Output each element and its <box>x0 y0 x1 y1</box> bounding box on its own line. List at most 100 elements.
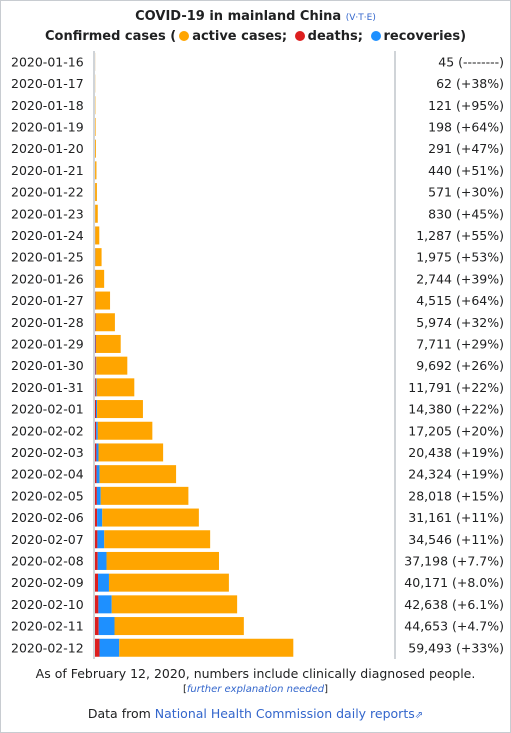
source-prefix: Data from <box>87 706 151 721</box>
deaths-bar <box>95 573 99 592</box>
recoveries-bar <box>99 638 120 657</box>
subtitle-prefix: Confirmed cases ( <box>44 29 177 44</box>
value-label: 198 (+64%) <box>428 119 504 134</box>
deaths-bar <box>95 595 99 614</box>
active-bar <box>108 573 229 592</box>
active-legend-dot <box>179 31 190 41</box>
active-bar <box>98 443 164 462</box>
date-label: 2020-02-02 <box>11 423 84 438</box>
date-label: 2020-01-18 <box>11 98 84 113</box>
value-label: 291 (+47%) <box>428 141 504 156</box>
value-label: 14,380 (+22%) <box>408 402 504 417</box>
date-label: 2020-01-23 <box>11 206 84 221</box>
date-label: 2020-01-17 <box>11 76 84 91</box>
active-bar <box>95 117 96 136</box>
active-bar <box>95 204 98 223</box>
recoveries-bar <box>96 443 99 462</box>
recoveries-bar <box>96 421 98 440</box>
nhc-link[interactable]: National Health Commission <box>154 706 333 721</box>
date-label: 2020-02-11 <box>11 619 84 634</box>
value-label: 40,171 (+8.0%) <box>404 575 504 590</box>
date-label: 2020-02-01 <box>11 402 84 417</box>
date-label: 2020-02-08 <box>11 553 84 568</box>
deaths-bar <box>95 530 98 549</box>
external-link-icon: ⇗ <box>414 710 424 721</box>
active-bar <box>104 530 211 549</box>
active-bar <box>106 551 219 570</box>
date-label: 2020-01-31 <box>11 380 84 395</box>
active-bar <box>97 421 153 440</box>
edit-link[interactable]: E <box>366 13 373 23</box>
value-label: 44,653 (+4.7%) <box>404 619 504 634</box>
value-label: 20,438 (+19%) <box>408 445 504 460</box>
deaths-bar <box>95 508 98 527</box>
value-label: 440 (+51%) <box>428 163 504 178</box>
value-label: 34,546 (+11%) <box>408 532 504 547</box>
active-bar <box>95 161 97 180</box>
active-bar <box>95 226 100 245</box>
deaths-bar <box>95 617 99 636</box>
active-legend-label: active cases; <box>192 29 288 44</box>
value-label: 31,161 (+11%) <box>408 510 504 525</box>
date-label: 2020-01-20 <box>11 141 84 156</box>
active-bar <box>119 638 294 657</box>
deaths-bar <box>95 443 97 462</box>
date-label: 2020-01-22 <box>11 185 84 200</box>
value-label: 9,692 (+26%) <box>416 358 504 373</box>
value-label: 11,791 (+22%) <box>408 380 504 395</box>
date-label: 2020-02-09 <box>11 575 84 590</box>
value-label: 17,205 (+20%) <box>408 423 504 438</box>
source-line: Data from National Health Commission dai… <box>0 706 511 721</box>
view-link[interactable]: V <box>349 13 356 23</box>
date-label: 2020-01-21 <box>11 163 84 178</box>
active-bar <box>95 248 102 267</box>
deaths-bar <box>95 421 97 440</box>
value-label: 28,018 (+15%) <box>408 488 504 503</box>
value-label: 5,974 (+32%) <box>416 315 504 330</box>
active-bar <box>95 291 111 310</box>
date-label: 2020-02-12 <box>11 640 84 655</box>
talk-link[interactable]: T <box>358 13 364 23</box>
deaths-bar <box>95 378 96 397</box>
recoveries-bar <box>96 486 101 505</box>
recoveries-bar <box>98 573 109 592</box>
recoveries-bar <box>97 551 107 570</box>
explanation-link[interactable]: further explanation needed <box>186 684 325 695</box>
date-label: 2020-01-30 <box>11 358 84 373</box>
deaths-bar <box>95 400 97 419</box>
date-label: 2020-02-07 <box>11 532 84 547</box>
recoveries-bar <box>95 356 97 375</box>
deaths-legend-label: deaths; <box>307 29 363 44</box>
value-label: 37,198 (+7.7%) <box>404 553 504 568</box>
deaths-bar <box>95 356 96 375</box>
active-bar <box>102 508 199 527</box>
active-bar <box>95 313 115 332</box>
recoveries-bar <box>97 508 103 527</box>
active-bar <box>95 334 121 353</box>
date-label: 2020-01-29 <box>11 336 84 351</box>
active-bar <box>100 486 189 505</box>
daily-reports-link[interactable]: daily reports <box>336 706 415 721</box>
date-label: 2020-02-10 <box>11 597 84 612</box>
active-bar <box>99 465 177 484</box>
date-label: 2020-01-27 <box>11 293 84 308</box>
explanation-note: [further explanation needed] <box>182 684 329 695</box>
recoveries-bar <box>98 595 112 614</box>
date-label: 2020-01-26 <box>11 271 84 286</box>
value-label: 59,493 (+33%) <box>408 640 504 655</box>
deaths-bar <box>95 638 100 657</box>
active-bar <box>111 595 238 614</box>
active-bar <box>96 356 128 375</box>
title-text: COVID-19 in mainland China <box>135 9 342 24</box>
date-label: 2020-01-16 <box>11 54 84 69</box>
value-label: 121 (+95%) <box>428 98 504 113</box>
deaths-bar <box>95 551 98 570</box>
value-label: 42,638 (+6.1%) <box>404 597 504 612</box>
value-label: 62 (+38%) <box>436 76 504 91</box>
date-label: 2020-01-28 <box>11 315 84 330</box>
value-label: 4,515 (+64%) <box>416 293 504 308</box>
value-label: 2,744 (+39%) <box>416 271 504 286</box>
recoveries-legend-label: recoveries) <box>383 29 467 44</box>
